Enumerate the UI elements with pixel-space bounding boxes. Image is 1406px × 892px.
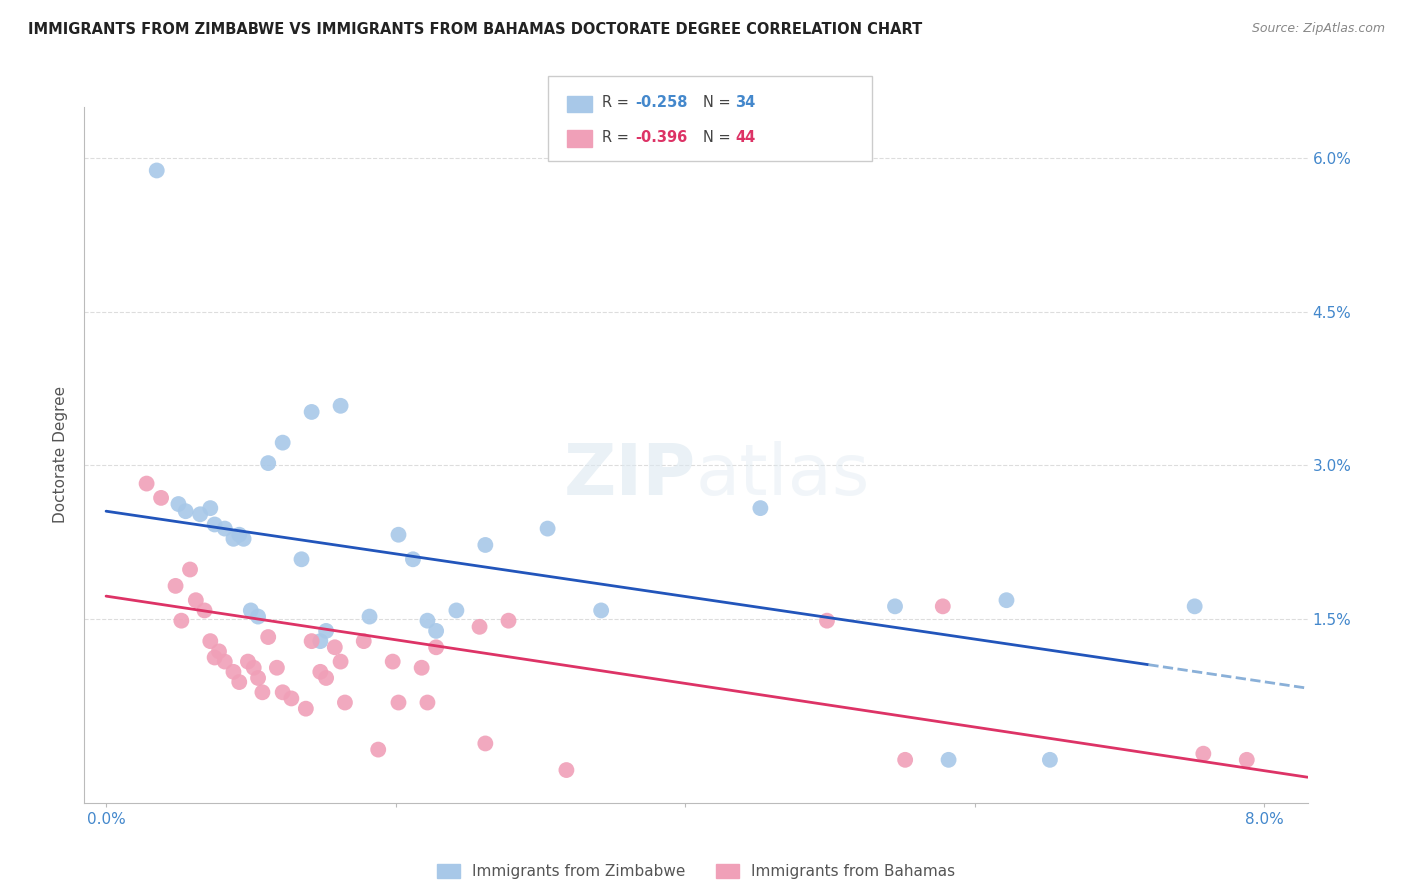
Text: R =: R = (602, 130, 633, 145)
Point (425, 624, 447, 638)
Point (135, 476, 157, 491)
Text: N =: N = (703, 95, 735, 111)
Point (247, 609, 270, 624)
Point (200, 634, 222, 648)
Point (938, 753, 960, 767)
Point (232, 532, 254, 546)
Point (309, 634, 332, 648)
Point (242, 661, 264, 675)
Point (214, 522, 236, 536)
Point (257, 456, 280, 470)
Point (150, 491, 173, 505)
Point (271, 435, 294, 450)
Text: 34: 34 (735, 95, 755, 111)
Point (555, 763, 578, 777)
Text: IMMIGRANTS FROM ZIMBABWE VS IMMIGRANTS FROM BAHAMAS DOCTORATE DEGREE CORRELATION: IMMIGRANTS FROM ZIMBABWE VS IMMIGRANTS F… (28, 22, 922, 37)
Point (252, 685, 274, 699)
Point (247, 671, 270, 685)
Point (1039, 753, 1062, 767)
Point (266, 661, 288, 675)
Text: ZIP: ZIP (564, 442, 696, 510)
Point (301, 634, 323, 648)
Point (188, 508, 211, 522)
Point (411, 661, 433, 675)
Point (1184, 599, 1206, 614)
Point (204, 650, 226, 665)
Point (815, 614, 838, 628)
Text: -0.396: -0.396 (636, 130, 688, 145)
Point (536, 522, 558, 536)
Text: atlas: atlas (696, 442, 870, 510)
Point (204, 517, 226, 532)
Point (228, 527, 250, 541)
Point (222, 532, 245, 546)
Point (474, 538, 496, 552)
Point (498, 614, 520, 628)
Point (402, 552, 425, 566)
Text: 44: 44 (735, 130, 755, 145)
Point (315, 624, 337, 638)
Point (381, 655, 404, 669)
Point (208, 644, 231, 658)
Point (214, 655, 236, 669)
Point (474, 736, 496, 750)
Point (353, 634, 375, 648)
Point (995, 593, 1018, 607)
Point (468, 620, 491, 634)
Point (329, 399, 352, 413)
Legend: Immigrants from Zimbabwe, Immigrants from Bahamas: Immigrants from Zimbabwe, Immigrants fro… (430, 858, 962, 886)
Point (145, 163, 167, 178)
Point (387, 696, 409, 710)
Point (884, 599, 907, 614)
Point (290, 552, 312, 566)
Y-axis label: Doctorate Degree: Doctorate Degree (53, 386, 69, 524)
Point (280, 691, 302, 706)
Point (329, 655, 352, 669)
Point (167, 497, 190, 511)
Point (387, 527, 409, 541)
Point (179, 562, 201, 576)
Point (301, 405, 323, 419)
Point (591, 603, 613, 617)
Text: N =: N = (703, 130, 735, 145)
Point (236, 655, 259, 669)
Point (333, 696, 356, 710)
Point (315, 671, 337, 685)
Point (239, 603, 262, 617)
Point (193, 603, 215, 617)
Point (200, 501, 222, 516)
Point (894, 753, 917, 767)
Point (257, 630, 280, 644)
Point (367, 742, 389, 756)
Point (425, 640, 447, 655)
Point (170, 614, 193, 628)
Point (446, 603, 468, 617)
Point (1192, 747, 1215, 761)
Point (1236, 753, 1258, 767)
Point (932, 599, 955, 614)
Point (228, 675, 250, 690)
Text: Source: ZipAtlas.com: Source: ZipAtlas.com (1251, 22, 1385, 36)
Point (309, 665, 332, 679)
Point (271, 685, 294, 699)
Point (295, 701, 318, 715)
Point (222, 665, 245, 679)
Point (416, 614, 439, 628)
Point (165, 579, 187, 593)
Text: -0.258: -0.258 (636, 95, 688, 111)
Text: R =: R = (602, 95, 633, 111)
Point (323, 640, 346, 655)
Point (174, 504, 197, 518)
Point (359, 609, 381, 624)
Point (749, 501, 772, 516)
Point (184, 593, 207, 607)
Point (416, 696, 439, 710)
